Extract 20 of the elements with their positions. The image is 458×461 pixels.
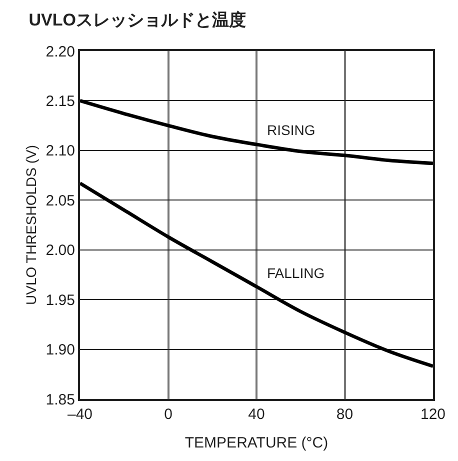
line-series bbox=[80, 181, 433, 368]
series-label: FALLING bbox=[267, 265, 325, 281]
x-tick-label: 40 bbox=[248, 406, 265, 423]
y-tick-label: 1.95 bbox=[46, 292, 75, 309]
x-axis-title: TEMPERATURE (°C) bbox=[184, 434, 328, 452]
x-tick-label: –40 bbox=[67, 406, 93, 423]
y-tick-label: 1.85 bbox=[46, 391, 75, 408]
y-tick-label: 2.00 bbox=[46, 242, 75, 260]
y-axis-title: UVLO THRESHOLDS (V) bbox=[22, 145, 39, 305]
y-tick-label: 1.90 bbox=[46, 342, 75, 359]
x-tick-label: 0 bbox=[164, 406, 172, 423]
y-tick-label: 2.10 bbox=[46, 142, 75, 160]
x-tick-label: 80 bbox=[336, 406, 354, 423]
chart-title: UVLOスレッショルドと温度 bbox=[28, 10, 246, 30]
x-tick-label: 120 bbox=[420, 406, 446, 423]
y-tick-label: 2.05 bbox=[46, 192, 75, 210]
series-label: RISING bbox=[267, 122, 316, 138]
line-series bbox=[80, 98, 433, 166]
y-tick-label: 2.15 bbox=[46, 92, 75, 110]
y-tick-label: 2.20 bbox=[46, 43, 75, 60]
